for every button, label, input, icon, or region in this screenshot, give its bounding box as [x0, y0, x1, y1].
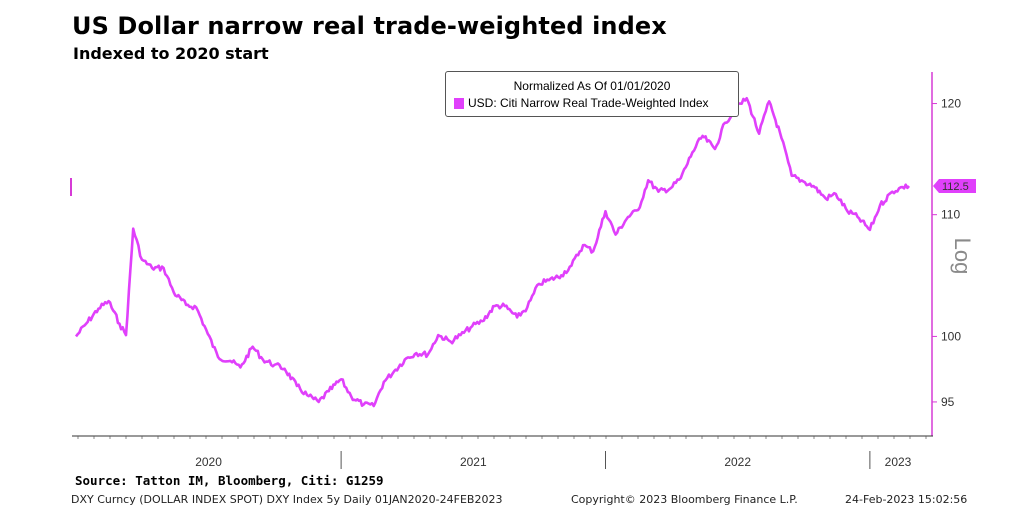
- y-axis: 95 100 110 120: [932, 97, 961, 409]
- x-tick-label: 2022: [724, 455, 751, 469]
- footer-timestamp: 24-Feb-2023 15:02:56: [845, 493, 968, 506]
- last-value-label: 112.5: [942, 181, 969, 193]
- legend-entry: USD: Citi Narrow Real Trade-Weighted Ind…: [454, 96, 709, 110]
- legend-swatch: [454, 97, 464, 109]
- x-axis: 2020 2021 2022 2023: [77, 436, 927, 469]
- chart-title: US Dollar narrow real trade-weighted ind…: [72, 12, 667, 40]
- last-value-tag: [933, 178, 976, 193]
- footer-ticker: DXY Curncy (DOLLAR INDEX SPOT) DXY Index…: [71, 493, 503, 506]
- log-scale-label: Log: [950, 238, 975, 275]
- y-tick-label: 95: [941, 395, 955, 409]
- y-tick-label: 120: [941, 97, 961, 111]
- legend-series-label: USD: Citi Narrow Real Trade-Weighted Ind…: [468, 96, 709, 110]
- x-tick-label: 2023: [885, 455, 912, 469]
- chart-subtitle: Indexed to 2020 start: [73, 44, 269, 63]
- last-value-marker: 112.5: [933, 178, 976, 193]
- footer-copyright: Copyright© 2023 Bloomberg Finance L.P.: [571, 493, 798, 506]
- legend-normalized-note: Normalized As Of 01/01/2020: [513, 79, 671, 93]
- legend: Normalized As Of 01/01/2020 USD: Citi Na…: [445, 71, 739, 117]
- y-tick-label: 100: [941, 329, 961, 343]
- x-tick-label: 2021: [460, 455, 487, 469]
- series-group: [74, 96, 910, 408]
- source-note: Source: Tatton IM, Bloomberg, Citi: G125…: [75, 473, 384, 488]
- y-tick-label: 110: [941, 208, 960, 222]
- series-line: [74, 96, 910, 408]
- x-tick-label: 2020: [195, 455, 222, 469]
